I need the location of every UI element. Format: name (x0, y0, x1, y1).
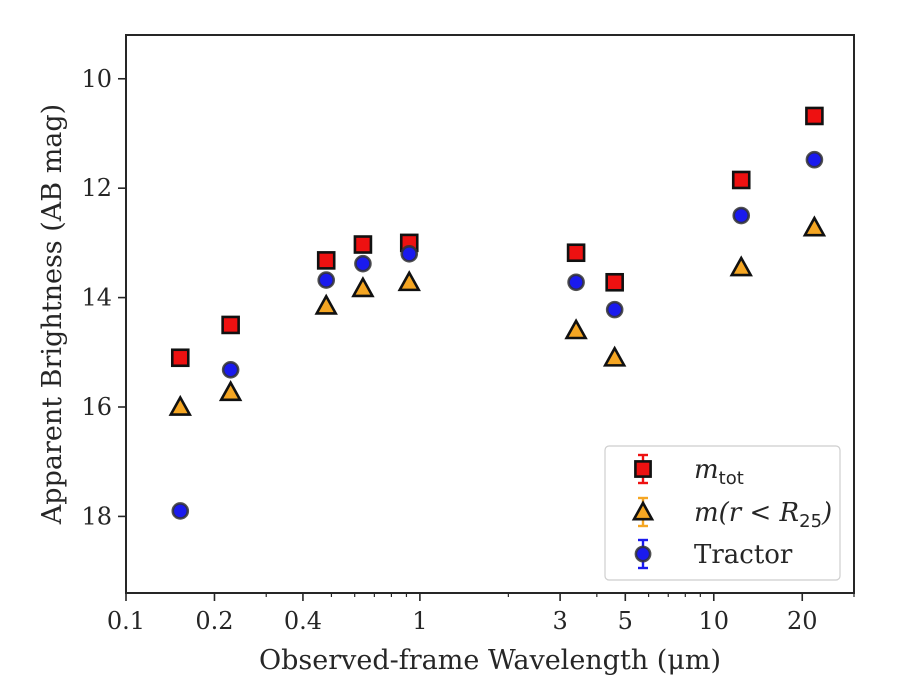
legend-label: Tractor (694, 540, 793, 570)
data-layer (168, 106, 827, 520)
data-point-triangle (602, 345, 627, 367)
x-tick-label: 3 (552, 607, 567, 635)
data-point-square (221, 315, 240, 335)
series-triangle (168, 215, 827, 416)
data-point-triangle (397, 270, 421, 292)
data-point-triangle (802, 215, 827, 237)
data-point-triangle (168, 394, 192, 416)
legend-entry: Tractor (634, 538, 793, 570)
legend-label: mtot (694, 455, 744, 489)
y-tick-label: 10 (81, 65, 112, 93)
data-point-triangle (351, 276, 375, 298)
y-tick-label: 14 (81, 284, 112, 312)
legend-entry: m(r < R25) (631, 496, 832, 532)
y-axis-label: Apparent Brightness (AB mag) (37, 104, 68, 525)
data-point-square (605, 272, 624, 292)
data-point-triangle (218, 380, 243, 402)
x-tick-label: 5 (618, 607, 633, 635)
data-point-triangle (314, 293, 338, 315)
x-tick-label: 1 (412, 607, 427, 635)
data-point-circle (400, 245, 419, 263)
data-point-square (353, 235, 373, 254)
legend-marker-circle (634, 545, 652, 563)
data-point-circle (805, 150, 824, 169)
data-point-circle (732, 206, 751, 225)
data-point-circle (605, 300, 624, 319)
x-tick-label: 0.2 (195, 607, 233, 635)
data-point-square (316, 251, 336, 270)
data-point-triangle (729, 255, 753, 277)
x-tick-label: 20 (787, 607, 818, 635)
data-point-circle (221, 360, 240, 379)
y-tick-label: 16 (81, 393, 112, 421)
legend-label: m(r < R25) (694, 498, 832, 532)
x-tick-label: 0.1 (107, 607, 145, 635)
data-point-circle (567, 273, 585, 292)
data-point-circle (171, 502, 190, 520)
data-point-square (566, 243, 586, 263)
legend-marker-triangle (631, 500, 655, 521)
series-square (170, 106, 824, 368)
y-tick-label: 18 (81, 502, 112, 530)
y-tick-label: 12 (81, 174, 112, 202)
x-tick-label: 0.4 (284, 607, 322, 635)
legend: mtot m(r < R25) Tractor (604, 445, 841, 581)
legend-marker-square (634, 460, 652, 478)
legend-entry: mtot (634, 453, 744, 489)
data-point-circle (317, 271, 336, 289)
x-tick-label: 10 (699, 607, 730, 635)
tick-layer: 0.1 0.2 0.4 1 3 5 10 20 10 12 14 16 18 (81, 65, 855, 635)
data-point-square (170, 348, 190, 368)
data-point-square (731, 170, 751, 190)
data-point-triangle (564, 318, 588, 340)
series-circle (171, 150, 824, 520)
data-point-square (805, 106, 824, 126)
x-axis-label: Observed-frame Wavelength (μm) (259, 645, 721, 676)
plot-frame (125, 34, 855, 594)
data-point-circle (354, 254, 372, 273)
legend-box (604, 445, 841, 581)
